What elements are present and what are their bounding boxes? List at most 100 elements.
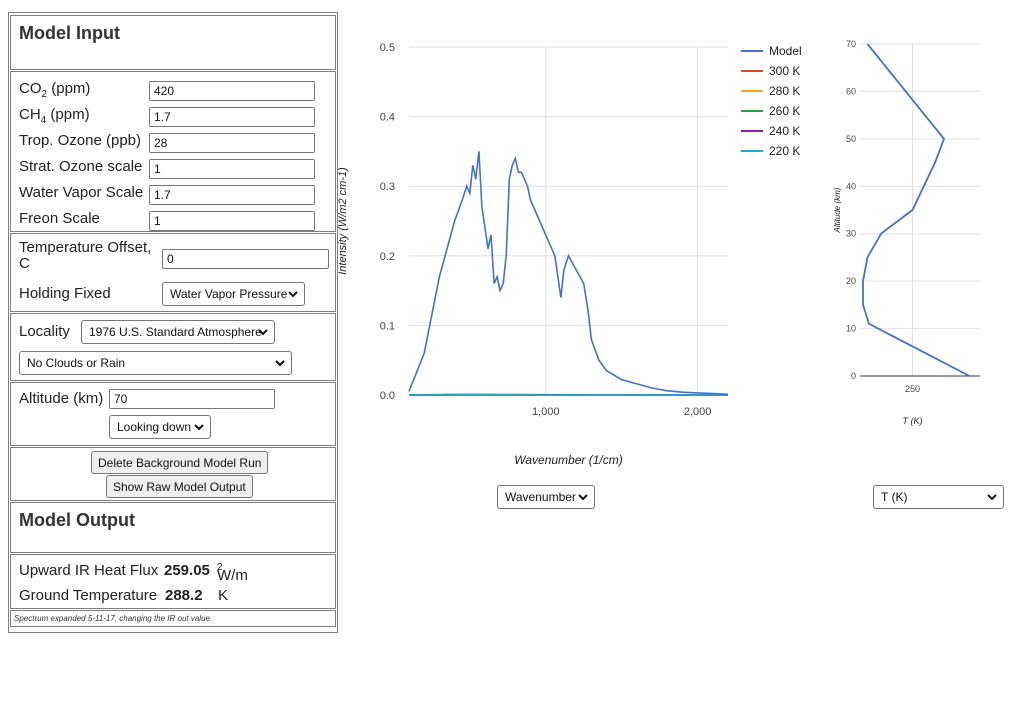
altitude-label: Altitude (km): [19, 390, 104, 407]
water-vapor-input[interactable]: 1.7: [149, 185, 315, 205]
spectrum-x-tick-label: 1,000: [532, 406, 560, 418]
profile-series: [862, 43, 970, 377]
trop-ozone-label: Trop. Ozone (ppb): [19, 132, 141, 149]
holding-fixed-select[interactable]: Water Vapor Pressure: [162, 282, 305, 306]
output-values-section: Upward IR Heat Flux 259.05 W/m 2 Ground T…: [10, 554, 336, 609]
locality-section: Locality 1976 U.S. Standard Atmosphere N…: [10, 313, 336, 381]
holding-fixed-label: Holding Fixed: [19, 285, 111, 302]
trop-ozone-row: Trop. Ozone (ppb) 28: [11, 128, 335, 154]
strat-ozone-label: Strat. Ozone scale: [19, 158, 143, 175]
freon-row: Freon Scale 1: [11, 206, 335, 232]
spectrum-y-label: Intensity (W/m2 cm-1): [337, 167, 349, 275]
altitude-input[interactable]: 70: [109, 389, 275, 409]
chevron-down-icon: [275, 360, 285, 367]
co2-row: CO2 (ppm) 420: [11, 76, 335, 102]
spectrum-y-tick-label: 0.2: [380, 251, 395, 263]
spectrum-y-tick-label: 0.4: [380, 112, 395, 124]
flux-unit: W/m 2: [217, 562, 248, 584]
trop-ozone-input[interactable]: 28: [149, 133, 315, 153]
profile-x-tick-label: 250: [905, 384, 920, 394]
clouds-select[interactable]: No Clouds or Rain: [19, 351, 292, 375]
freon-label: Freon Scale: [19, 210, 100, 227]
strat-ozone-row: Strat. Ozone scale 1: [11, 154, 335, 180]
spectrum-legend: Model 300 K 280 K 260 K 240 K 220 K: [741, 44, 802, 158]
model-panel: Model Input CO2 (ppm) 420 CH4 (ppm) 1.7 …: [8, 12, 338, 633]
note-section: Spectrum expanded 5-11-17, changing the …: [10, 610, 336, 627]
freon-input[interactable]: 1: [149, 211, 315, 231]
water-vapor-label: Water Vapor Scale: [19, 184, 144, 201]
spectrum-y-tick-label: 0.5: [380, 42, 395, 54]
model-output-title: Model Output: [19, 510, 135, 530]
spectrum-y-ticks: 0.0 0.1 0.2 0.3 0.4 0.5: [380, 42, 395, 402]
buttons-section: Delete Background Model Run Show Raw Mod…: [10, 447, 336, 501]
altitude-section: Altitude (km) 70 Looking down: [10, 382, 336, 446]
temperature-profile-line: [862, 43, 970, 377]
delete-background-button[interactable]: Delete Background Model Run: [91, 451, 269, 474]
ch4-input[interactable]: 1.7: [149, 107, 315, 127]
water-vapor-row: Water Vapor Scale 1.7: [11, 180, 335, 206]
spectrum-axis-select[interactable]: Wavenumber: [497, 485, 595, 509]
profile-y-tick-label: 10: [846, 324, 856, 334]
legend-label: 300 K: [769, 64, 800, 78]
profile-y-tick-label: 30: [846, 229, 856, 239]
profile-y-tick-label: 40: [846, 181, 856, 191]
chevron-down-icon: [987, 494, 997, 501]
locality-value: 1976 U.S. Standard Atmosphere: [89, 325, 262, 339]
profile-y-tick-label: 20: [846, 276, 856, 286]
co2-input[interactable]: 420: [149, 81, 315, 101]
spectrum-chart: 0.0 0.1 0.2 0.3 0.4 0.5 1,000 2,000 Model 300 K…: [337, 42, 802, 467]
chevron-down-icon: [578, 494, 588, 501]
spectrum-note: Spectrum expanded 5-11-17, changing the …: [14, 614, 213, 623]
gas-inputs-section: CO2 (ppm) 420 CH4 (ppm) 1.7 Trop. Ozone …: [10, 71, 336, 232]
spectrum-y-tick-label: 0.3: [380, 181, 395, 193]
temperature-section: Temperature Offset, C 0 Holding Fixed Wat…: [10, 233, 336, 312]
profile-y-tick-label: 0: [851, 371, 856, 381]
show-raw-output-button[interactable]: Show Raw Model Output: [106, 475, 253, 498]
locality-select[interactable]: 1976 U.S. Standard Atmosphere: [81, 320, 275, 344]
legend-label: 220 K: [769, 144, 800, 158]
model-output-header: Model Output: [10, 502, 336, 553]
profile-axis-value: T (K): [881, 490, 908, 504]
flux-label: Upward IR Heat Flux: [19, 562, 159, 579]
spectrum-x-tick-label: 2,000: [684, 406, 712, 418]
ground-temp-unit: K: [218, 587, 229, 604]
profile-x-ticks: 250: [905, 384, 920, 394]
temp-offset-label: Temperature Offset, C: [19, 239, 152, 272]
ground-temp-row: Ground Temperature 288.2 K: [11, 582, 335, 607]
profile-axis-select[interactable]: T (K): [873, 485, 1004, 509]
model-input-header: Model Input: [10, 15, 336, 70]
clouds-value: No Clouds or Rain: [27, 356, 126, 370]
chevron-down-icon: [288, 291, 298, 298]
spectrum-axis-value: Wavenumber: [505, 490, 576, 504]
altitude-profile-chart: 0 10 20 30 40 50 60 70 250 T (K) Altitude (km): [833, 39, 980, 426]
legend-label: 240 K: [769, 124, 800, 138]
locality-label: Locality: [19, 323, 70, 340]
profile-y-tick-label: 70: [846, 39, 856, 49]
temp-offset-input[interactable]: 0: [162, 249, 329, 269]
co2-label: CO2 (ppm): [19, 80, 91, 100]
flux-row: Upward IR Heat Flux 259.05 W/m 2: [11, 557, 335, 584]
ch4-row: CH4 (ppm) 1.7: [11, 102, 335, 128]
profile-y-ticks: 0 10 20 30 40 50 60 70: [846, 39, 856, 381]
spectrum-series: [408, 151, 729, 396]
profile-grid: [860, 43, 980, 376]
model-input-title: Model Input: [19, 23, 120, 43]
legend-label: 260 K: [769, 104, 800, 118]
spectrum-grid: [409, 46, 728, 395]
looking-select[interactable]: Looking down: [109, 415, 211, 439]
legend-label: Model: [769, 44, 802, 58]
chevron-down-icon: [258, 329, 268, 336]
ground-temp-label: Ground Temperature: [19, 587, 158, 604]
legend-label: 280 K: [769, 84, 800, 98]
profile-y-tick-label: 50: [846, 134, 856, 144]
spectrum-x-label: Wavenumber (1/cm): [514, 453, 622, 467]
ground-temp-value: 288.2: [165, 587, 203, 604]
ch4-label: CH4 (ppm): [19, 106, 90, 126]
chevron-down-icon: [194, 424, 204, 431]
model-spectrum-line: [408, 151, 729, 396]
profile-y-label: Altitude (km): [833, 187, 842, 233]
looking-value: Looking down: [117, 420, 192, 434]
profile-y-tick-label: 60: [846, 86, 856, 96]
spectrum-y-tick-label: 0.1: [380, 320, 395, 332]
strat-ozone-input[interactable]: 1: [149, 159, 315, 179]
